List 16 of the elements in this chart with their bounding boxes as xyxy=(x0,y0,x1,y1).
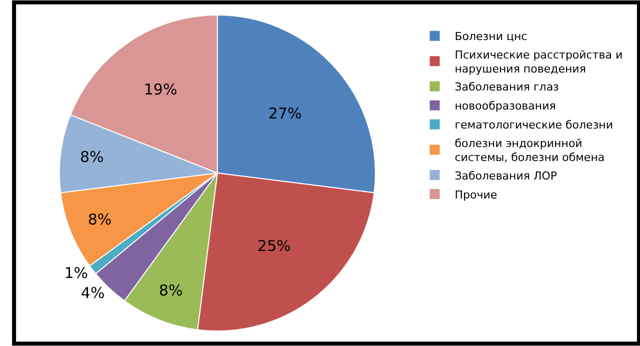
data-label: 27% xyxy=(268,104,302,122)
data-label: 8% xyxy=(158,282,183,300)
data-label: 8% xyxy=(80,148,104,166)
data-label: 25% xyxy=(257,237,291,256)
data-label: 8% xyxy=(88,210,112,229)
legend-label: новообразования xyxy=(454,100,556,113)
legend-label: Прочие xyxy=(454,188,498,202)
legend-label: Болезни цнс xyxy=(454,30,528,44)
data-label: 1% xyxy=(64,264,88,282)
legend-label: Заболевания ЛОР xyxy=(454,169,558,182)
legend-label: гематологические болезни xyxy=(454,118,614,132)
legend-label: Заболевания глаз xyxy=(454,80,560,94)
data-label: 4% xyxy=(80,284,105,302)
legend-label: Психические расстройства и нарушения поведения xyxy=(454,48,623,76)
data-label: 19% xyxy=(144,80,178,98)
legend-label: болезни эндокринной системы, болезни обмена xyxy=(454,136,605,164)
